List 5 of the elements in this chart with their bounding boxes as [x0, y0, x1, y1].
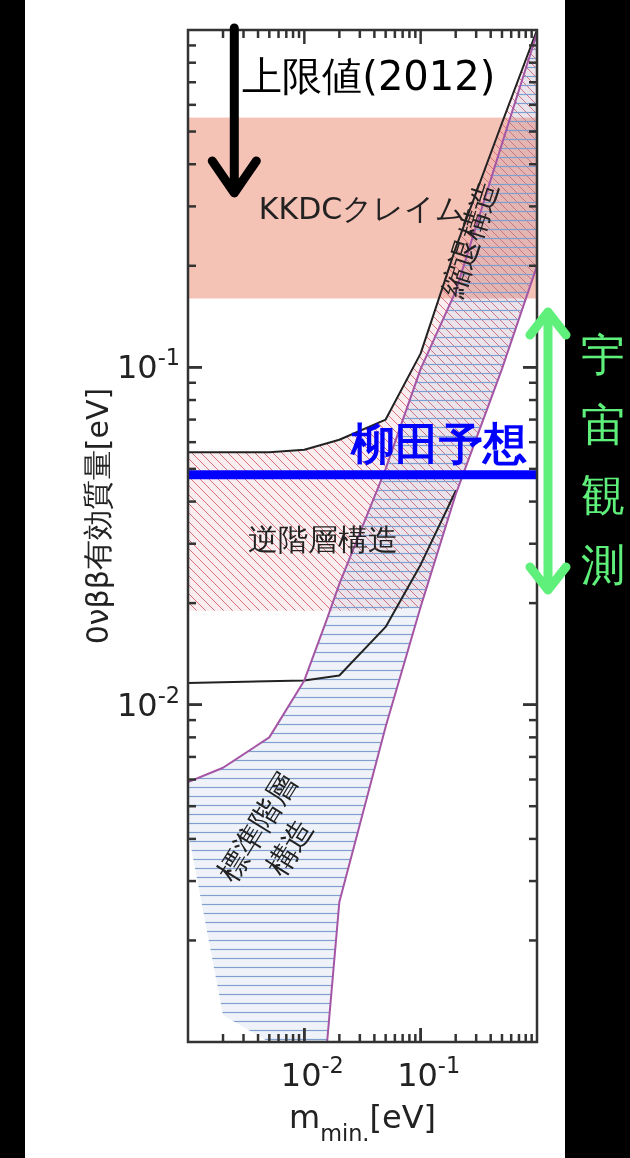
x-axis-title: m$_{min.}$[eV] [288, 1098, 437, 1146]
y-axis-title: 0νββ有効質量[eV] [80, 387, 115, 645]
annotation: 上限値(2012) [242, 53, 496, 99]
annotation: 標準階層構造 [210, 767, 321, 888]
text: 宇宙観測 [581, 329, 625, 590]
